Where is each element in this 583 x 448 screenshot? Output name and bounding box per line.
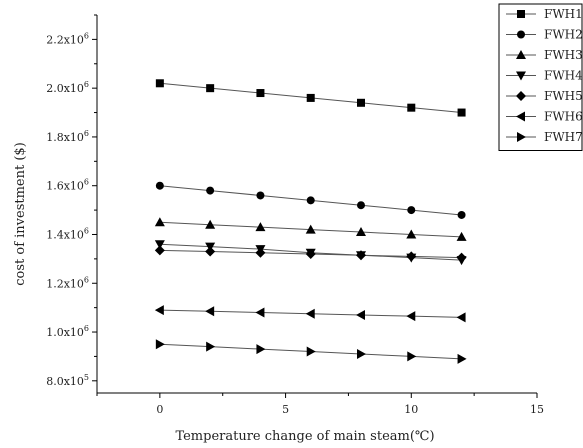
data-point (206, 186, 215, 195)
series-fwh6 (154, 305, 466, 323)
legend-marker (517, 30, 525, 39)
data-point (206, 341, 216, 352)
data-point (357, 201, 365, 210)
y-tick-exponent: 6 (84, 129, 89, 138)
y-tick-label: 1.8x106 (46, 129, 89, 144)
x-tick-label: 15 (530, 403, 544, 416)
y-tick-mantissa: 2.2x10 (46, 33, 84, 46)
y-tick-mantissa: 1.6x10 (46, 180, 84, 193)
data-point (206, 84, 215, 93)
y-tick-label: 2.0x106 (46, 80, 89, 95)
data-point (456, 312, 466, 323)
data-point (305, 224, 316, 234)
data-point (256, 191, 265, 200)
data-point (155, 181, 164, 190)
y-tick-label: 1.2x106 (46, 275, 89, 290)
x-tick-label: 5 (282, 403, 289, 416)
y-tick-exponent: 6 (84, 324, 89, 333)
data-point (406, 251, 417, 262)
y-tick-exponent: 5 (84, 373, 89, 382)
data-point (205, 306, 215, 317)
y-tick-mantissa: 1.0x10 (46, 326, 84, 339)
legend-label: FWH1 (544, 7, 583, 21)
y-tick-label: 2.2x106 (46, 31, 89, 46)
legend-marker (517, 132, 526, 142)
data-point (356, 250, 366, 261)
legend-marker (516, 91, 526, 101)
data-point (255, 247, 266, 258)
data-point (155, 79, 164, 88)
data-point (154, 217, 165, 227)
y-tick-mantissa: 8.0x10 (46, 375, 84, 388)
y-tick-exponent: 6 (84, 178, 89, 187)
data-point (357, 348, 366, 359)
legend-label: FWH2 (544, 28, 583, 42)
series-fwh3 (154, 217, 467, 241)
legend-label: FWH4 (544, 69, 583, 83)
data-point (406, 311, 416, 322)
legend-marker (516, 50, 526, 59)
legend-box (498, 3, 583, 151)
y-tick-mantissa: 1.2x10 (46, 277, 84, 290)
y-tick-label: 8.0x105 (46, 373, 89, 388)
legend-marker (516, 111, 525, 122)
y-tick-exponent: 6 (84, 275, 89, 284)
y-tick-label: 1.4x106 (46, 226, 89, 241)
data-point (255, 307, 265, 318)
x-tick-label: 0 (156, 403, 163, 416)
data-point (456, 231, 467, 241)
y-tick-mantissa: 1.8x10 (46, 131, 84, 144)
legend-label: FWH3 (544, 48, 583, 62)
data-point (154, 240, 165, 250)
data-point (456, 252, 467, 263)
series-layer (154, 79, 467, 364)
data-point (457, 108, 466, 117)
data-point (256, 89, 265, 98)
data-point (305, 308, 315, 319)
y-tick-mantissa: 1.4x10 (46, 228, 84, 241)
data-point (155, 339, 165, 350)
legend-label: FWH5 (544, 89, 583, 103)
data-point (205, 219, 216, 229)
data-point (154, 245, 165, 256)
legend-label: FWH7 (544, 130, 583, 144)
x-tick-label: 10 (404, 403, 418, 416)
x-axis-title: Temperature change of main steam(℃) (175, 429, 434, 444)
data-point (306, 196, 315, 205)
data-point (457, 353, 467, 364)
y-tick-label: 1.0x106 (46, 324, 89, 339)
data-point (406, 229, 417, 239)
series-fwh5 (154, 245, 467, 263)
data-point (407, 351, 417, 362)
y-axis-title: cost of investment ($) (13, 142, 28, 286)
data-point (256, 344, 266, 355)
series-fwh1 (155, 79, 466, 117)
data-point (356, 227, 366, 237)
data-point (154, 305, 164, 316)
y-tick-exponent: 6 (84, 31, 89, 40)
y-tick-exponent: 6 (84, 80, 89, 89)
data-point (306, 346, 316, 357)
y-tick-label: 1.6x106 (46, 178, 89, 193)
data-point (305, 248, 316, 259)
legend-label: FWH6 (544, 110, 583, 124)
data-point (407, 206, 416, 215)
data-point (205, 246, 216, 257)
data-point (457, 210, 466, 219)
data-point (407, 103, 416, 112)
axes: 0 5 10 158.0x1051.0x1061.2x1061.4x1061.6x10… (46, 14, 544, 416)
data-point (357, 98, 365, 107)
data-point (255, 222, 266, 232)
series-fwh7 (155, 339, 467, 364)
legend-marker (516, 71, 526, 81)
y-tick-exponent: 6 (84, 226, 89, 235)
series-fwh2 (155, 181, 466, 219)
y-tick-mantissa: 2.0x10 (46, 82, 84, 95)
legend: FWH1 FWH2 FWH3 FWH4 FWH5 FWH6 FWH7 (498, 3, 583, 151)
data-point (306, 93, 315, 102)
legend-marker (517, 10, 525, 18)
data-point (356, 309, 365, 320)
